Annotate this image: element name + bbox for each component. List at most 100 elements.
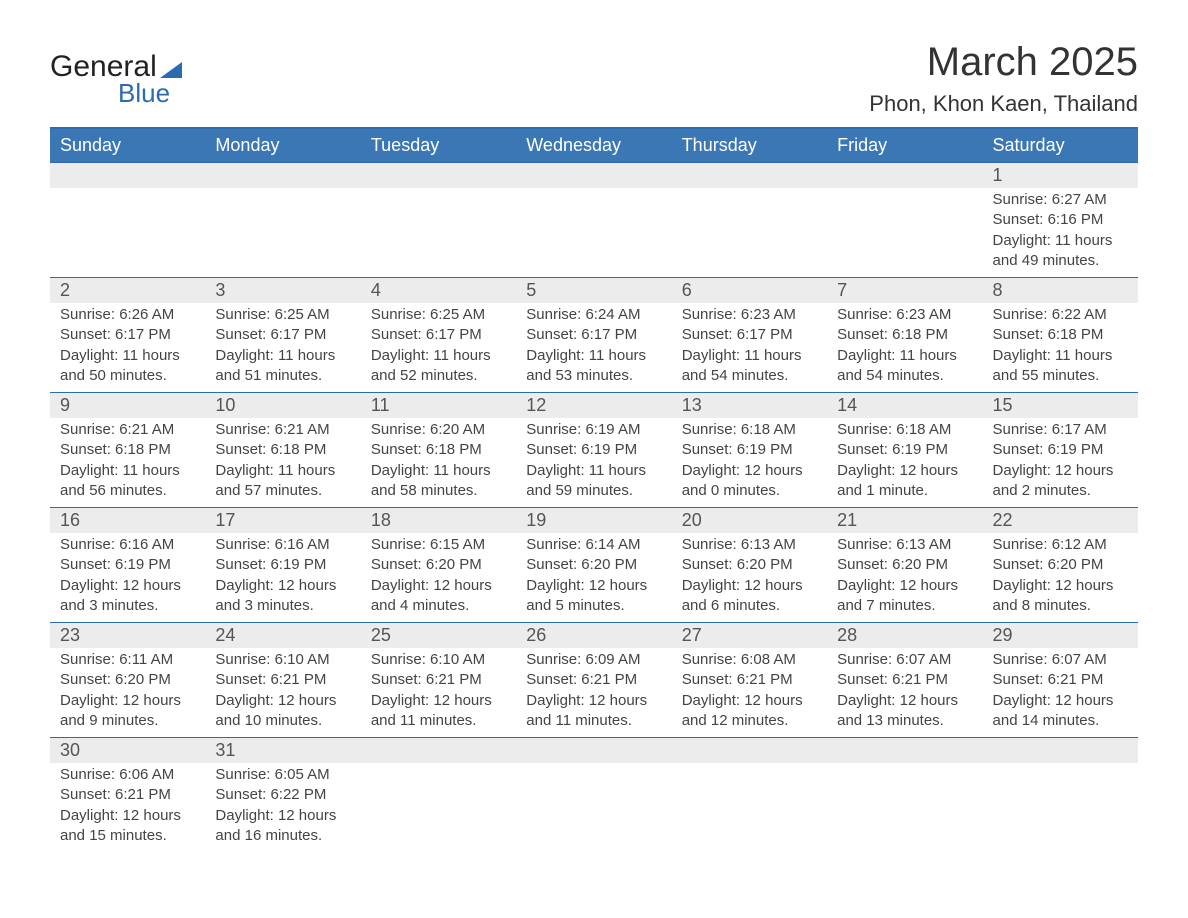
day-sr: Sunrise: 6:25 AM [215, 305, 350, 325]
day-number-row: 2345678 [50, 278, 1138, 304]
day-number: 7 [837, 280, 847, 300]
day-sr: Sunrise: 6:24 AM [526, 305, 661, 325]
day-ss: Sunset: 6:19 PM [682, 440, 817, 460]
day-data-cell: Sunrise: 6:06 AMSunset: 6:21 PMDaylight:… [50, 763, 205, 852]
day-number-cell: 25 [361, 623, 516, 649]
day-number-cell: 1 [983, 163, 1138, 189]
day-data-row: Sunrise: 6:16 AMSunset: 6:19 PMDaylight:… [50, 533, 1138, 623]
day-sr: Sunrise: 6:23 AM [682, 305, 817, 325]
day-number: 25 [371, 625, 391, 645]
day-d2: and 0 minutes. [682, 481, 817, 501]
day-number: 24 [215, 625, 235, 645]
day-ss: Sunset: 6:19 PM [526, 440, 661, 460]
day-sr: Sunrise: 6:18 AM [837, 420, 972, 440]
day-number-cell [516, 163, 671, 189]
day-d1: Daylight: 12 hours [993, 576, 1128, 596]
day-ss: Sunset: 6:20 PM [526, 555, 661, 575]
day-data-cell: Sunrise: 6:21 AMSunset: 6:18 PMDaylight:… [50, 418, 205, 508]
day-d1: Daylight: 11 hours [371, 461, 506, 481]
day-d1: Daylight: 12 hours [682, 576, 817, 596]
day-number-cell: 26 [516, 623, 671, 649]
day-d2: and 50 minutes. [60, 366, 195, 386]
day-d2: and 55 minutes. [993, 366, 1128, 386]
day-d2: and 13 minutes. [837, 711, 972, 731]
day-d2: and 8 minutes. [993, 596, 1128, 616]
col-tuesday: Tuesday [361, 128, 516, 163]
day-number: 13 [682, 395, 702, 415]
day-d2: and 57 minutes. [215, 481, 350, 501]
day-number-cell: 13 [672, 393, 827, 419]
calendar-body: 1Sunrise: 6:27 AMSunset: 6:16 PMDaylight… [50, 163, 1138, 853]
day-d1: Daylight: 12 hours [526, 576, 661, 596]
day-ss: Sunset: 6:20 PM [993, 555, 1128, 575]
logo-triangle-icon [160, 62, 182, 78]
day-d2: and 6 minutes. [682, 596, 817, 616]
day-number-cell: 12 [516, 393, 671, 419]
day-d1: Daylight: 12 hours [993, 461, 1128, 481]
day-sr: Sunrise: 6:26 AM [60, 305, 195, 325]
day-ss: Sunset: 6:18 PM [837, 325, 972, 345]
day-data-cell: Sunrise: 6:21 AMSunset: 6:18 PMDaylight:… [205, 418, 360, 508]
day-number-cell: 8 [983, 278, 1138, 304]
col-monday: Monday [205, 128, 360, 163]
day-data-cell: Sunrise: 6:17 AMSunset: 6:19 PMDaylight:… [983, 418, 1138, 508]
day-d1: Daylight: 11 hours [371, 346, 506, 366]
day-ss: Sunset: 6:21 PM [526, 670, 661, 690]
day-data-cell: Sunrise: 6:09 AMSunset: 6:21 PMDaylight:… [516, 648, 671, 738]
day-sr: Sunrise: 6:17 AM [993, 420, 1128, 440]
day-ss: Sunset: 6:21 PM [837, 670, 972, 690]
day-data-cell: Sunrise: 6:19 AMSunset: 6:19 PMDaylight:… [516, 418, 671, 508]
day-number-cell: 24 [205, 623, 360, 649]
day-number: 2 [60, 280, 70, 300]
day-data-cell: Sunrise: 6:23 AMSunset: 6:18 PMDaylight:… [827, 303, 982, 393]
day-number-cell: 10 [205, 393, 360, 419]
day-data-cell: Sunrise: 6:24 AMSunset: 6:17 PMDaylight:… [516, 303, 671, 393]
day-data-cell: Sunrise: 6:23 AMSunset: 6:17 PMDaylight:… [672, 303, 827, 393]
day-d2: and 14 minutes. [993, 711, 1128, 731]
day-d1: Daylight: 12 hours [837, 461, 972, 481]
day-number-cell: 29 [983, 623, 1138, 649]
day-ss: Sunset: 6:19 PM [837, 440, 972, 460]
day-d1: Daylight: 11 hours [215, 346, 350, 366]
day-data-cell: Sunrise: 6:07 AMSunset: 6:21 PMDaylight:… [983, 648, 1138, 738]
day-data-cell [516, 188, 671, 278]
day-sr: Sunrise: 6:15 AM [371, 535, 506, 555]
day-data-cell: Sunrise: 6:16 AMSunset: 6:19 PMDaylight:… [205, 533, 360, 623]
day-number-cell [205, 163, 360, 189]
day-number: 15 [993, 395, 1013, 415]
col-saturday: Saturday [983, 128, 1138, 163]
day-d1: Daylight: 12 hours [215, 691, 350, 711]
day-data-cell: Sunrise: 6:05 AMSunset: 6:22 PMDaylight:… [205, 763, 360, 852]
day-ss: Sunset: 6:20 PM [60, 670, 195, 690]
day-ss: Sunset: 6:21 PM [60, 785, 195, 805]
day-number-cell: 16 [50, 508, 205, 534]
day-data-cell [516, 763, 671, 852]
day-number-cell [50, 163, 205, 189]
day-d2: and 53 minutes. [526, 366, 661, 386]
day-number-cell: 17 [205, 508, 360, 534]
day-number-cell: 11 [361, 393, 516, 419]
day-number: 5 [526, 280, 536, 300]
day-data-row: Sunrise: 6:06 AMSunset: 6:21 PMDaylight:… [50, 763, 1138, 852]
day-number-row: 1 [50, 163, 1138, 189]
day-d2: and 58 minutes. [371, 481, 506, 501]
day-data-cell: Sunrise: 6:20 AMSunset: 6:18 PMDaylight:… [361, 418, 516, 508]
month-title: March 2025 [869, 40, 1138, 85]
day-sr: Sunrise: 6:13 AM [682, 535, 817, 555]
day-d2: and 56 minutes. [60, 481, 195, 501]
day-data-row: Sunrise: 6:27 AMSunset: 6:16 PMDaylight:… [50, 188, 1138, 278]
day-d1: Daylight: 11 hours [526, 461, 661, 481]
day-d1: Daylight: 12 hours [60, 806, 195, 826]
day-number-cell [827, 163, 982, 189]
day-sr: Sunrise: 6:10 AM [215, 650, 350, 670]
day-d1: Daylight: 12 hours [215, 576, 350, 596]
day-sr: Sunrise: 6:27 AM [993, 190, 1128, 210]
day-data-cell: Sunrise: 6:07 AMSunset: 6:21 PMDaylight:… [827, 648, 982, 738]
day-d2: and 59 minutes. [526, 481, 661, 501]
day-number: 26 [526, 625, 546, 645]
day-number-row: 9101112131415 [50, 393, 1138, 419]
day-sr: Sunrise: 6:13 AM [837, 535, 972, 555]
day-number: 23 [60, 625, 80, 645]
day-d2: and 9 minutes. [60, 711, 195, 731]
day-number-row: 23242526272829 [50, 623, 1138, 649]
